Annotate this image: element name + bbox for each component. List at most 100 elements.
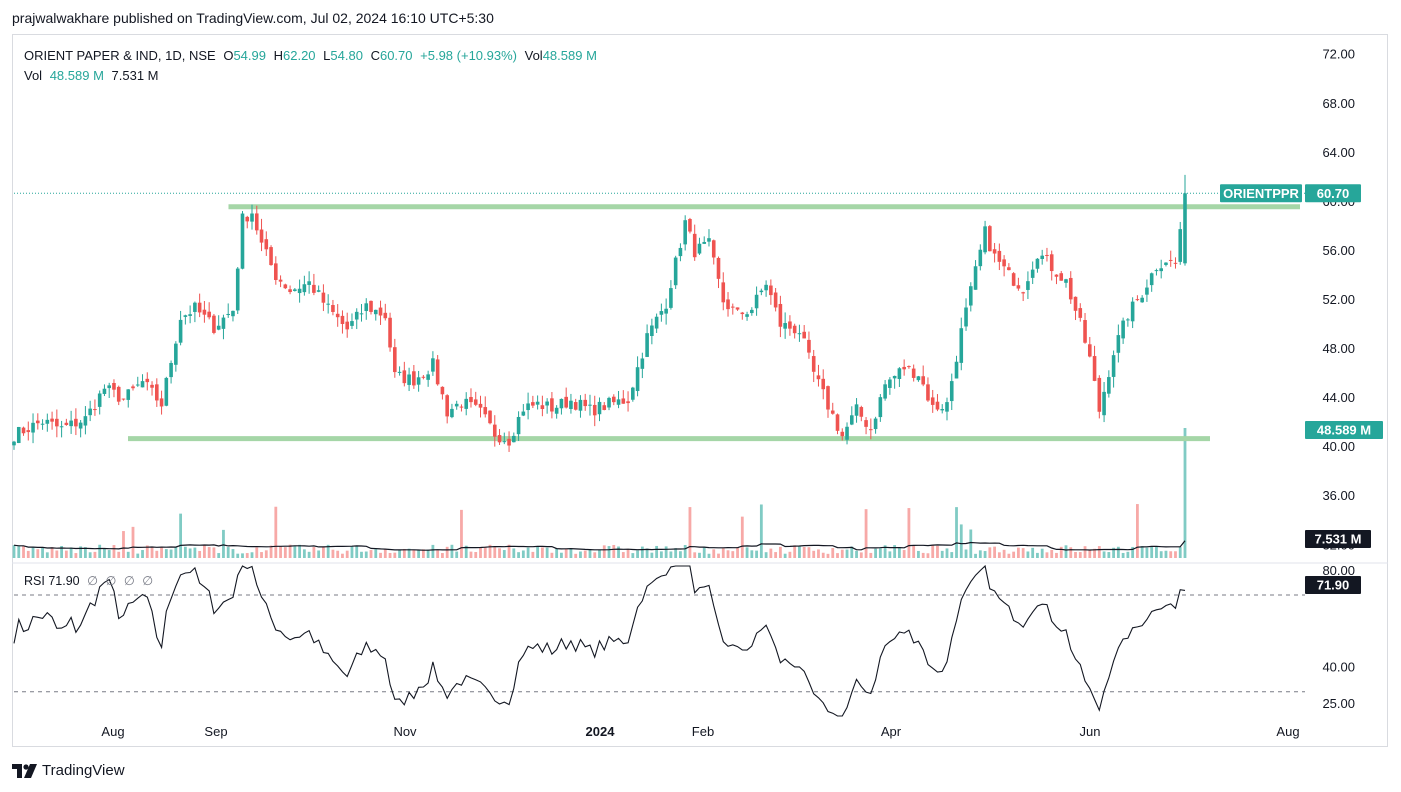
volume-bar	[926, 553, 930, 558]
volume-row: Vol 48.589 M 7.531 M	[24, 66, 601, 86]
candle-body	[740, 312, 745, 315]
volume-bar	[793, 545, 797, 558]
volume-bar	[464, 545, 468, 558]
price-tick-label: 40.00	[1322, 439, 1355, 454]
candle-body	[97, 393, 102, 407]
candle-body	[197, 302, 202, 313]
candle-body	[845, 426, 849, 440]
candle-body	[645, 333, 649, 357]
volume-bar	[441, 553, 444, 558]
volume-bar	[778, 546, 782, 558]
price-tick-label: 48.00	[1322, 341, 1355, 356]
volume-bar	[907, 508, 911, 558]
volume-bar	[802, 546, 806, 558]
candle-body	[964, 307, 968, 327]
volume-bar	[859, 552, 863, 558]
rsi-badge: 71.90	[1317, 578, 1350, 593]
candle-body	[316, 290, 321, 292]
volume-bar	[964, 549, 968, 558]
candle-body	[1030, 269, 1035, 278]
volume-ma-series	[13, 540, 1186, 551]
volume-bar	[217, 553, 221, 558]
price-badge-bg	[1305, 184, 1361, 203]
candle-body	[859, 407, 864, 417]
candle-body	[297, 288, 302, 294]
volume-bar	[364, 551, 368, 558]
tradingview-logo[interactable]: TradingView	[12, 762, 125, 779]
volume-bar	[60, 546, 64, 558]
candle-body	[45, 419, 50, 424]
candle-body	[1107, 377, 1111, 394]
candle-body	[440, 386, 445, 395]
open-value: 54.99	[233, 48, 266, 63]
candle-body	[359, 313, 364, 315]
volume-bar	[1126, 551, 1130, 558]
candle-body	[921, 376, 925, 385]
candle-body	[393, 347, 397, 373]
candle-body	[869, 429, 873, 431]
volume-bar	[22, 545, 25, 558]
volume-bar	[936, 545, 939, 558]
candle-body	[345, 321, 350, 330]
candle-body	[531, 402, 535, 406]
volume-bar	[1026, 551, 1030, 558]
volume-bar	[669, 551, 673, 558]
volume-bar	[283, 547, 287, 558]
candle-body	[145, 378, 150, 383]
volume-bar	[602, 545, 606, 558]
candle-body	[840, 431, 845, 437]
volume-bar	[693, 552, 697, 558]
candle-body	[235, 268, 240, 311]
candle-body	[883, 384, 887, 399]
candle-body	[59, 426, 64, 428]
candle-body	[50, 418, 54, 422]
candle-body	[697, 243, 702, 254]
candle-body	[426, 374, 430, 380]
candle-body	[492, 424, 497, 437]
ohlc-row: ORIENT PAPER & IND, 1D, NSE O54.99 H62.2…	[24, 46, 601, 66]
candle-body	[497, 435, 502, 443]
volume-bar	[745, 547, 749, 558]
volume-bar	[345, 550, 349, 558]
volume-bar	[974, 553, 977, 558]
volume-bar	[307, 551, 311, 558]
volume-bar	[507, 544, 511, 558]
price-tick-label: 52.00	[1322, 292, 1355, 307]
volume-bar	[1078, 552, 1082, 558]
volume-bar	[236, 553, 240, 558]
tradingview-icon	[12, 763, 37, 778]
volume-bar	[445, 546, 449, 558]
ticker-badge: ORIENTPPR	[1223, 186, 1299, 201]
candle-body	[269, 247, 273, 266]
close-value: 60.70	[379, 48, 413, 63]
candle-body	[378, 307, 383, 316]
volume-bar	[369, 550, 373, 558]
volume-bar	[145, 545, 149, 558]
price-tick-label: 68.00	[1322, 96, 1355, 111]
volume-bar	[374, 549, 378, 558]
volume-bar	[831, 548, 835, 558]
candle-body	[535, 401, 540, 405]
candle-body	[516, 416, 521, 435]
candle-body	[483, 407, 488, 415]
candle-body	[949, 381, 954, 402]
candle-body	[702, 241, 707, 244]
volume-badge: 48.589 M	[1317, 423, 1371, 438]
volume-bar	[41, 547, 44, 558]
candle-body	[997, 250, 1002, 262]
volume-bar	[98, 544, 102, 558]
open-label: O	[223, 48, 234, 63]
volume-bar	[169, 549, 173, 558]
chart-frame[interactable]	[12, 34, 1388, 747]
volume-bar	[707, 553, 711, 558]
candle-body	[12, 441, 16, 446]
rsi-extra-4: ∅	[142, 574, 154, 588]
price-tick-label: 72.00	[1322, 47, 1355, 62]
volume-bar	[850, 546, 854, 558]
rsi-label: RSI	[24, 574, 45, 588]
volume-bar	[550, 552, 554, 558]
candle-body	[288, 289, 292, 293]
candle-body	[293, 289, 297, 291]
volume-indicator-value: 48.589 M	[49, 68, 104, 83]
